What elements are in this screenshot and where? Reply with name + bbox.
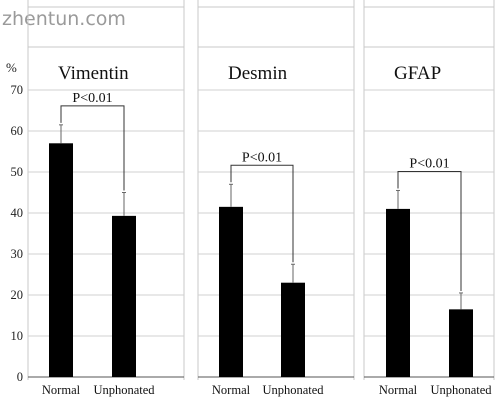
bar-unphonated bbox=[112, 215, 136, 377]
y-tick-label: 30 bbox=[11, 247, 24, 261]
category-label: Unphonated bbox=[430, 383, 492, 397]
panel-title: Desmin bbox=[228, 63, 288, 84]
y-tick-label: 50 bbox=[11, 165, 24, 179]
y-tick-label: 60 bbox=[11, 124, 24, 138]
bar-unphonated bbox=[281, 282, 305, 377]
y-unit-label: % bbox=[6, 60, 17, 75]
significance-label: P<0.01 bbox=[72, 91, 112, 106]
significance-bracket bbox=[60, 105, 125, 191]
bar-unphonated bbox=[449, 309, 473, 377]
panel-desmin: Desmin Normal Unphonated P<0.01 bbox=[197, 0, 355, 397]
category-label: Unphonated bbox=[262, 383, 324, 397]
significance-bracket bbox=[397, 170, 462, 291]
category-label: Unphonated bbox=[93, 383, 155, 397]
panel-title: GFAP bbox=[394, 63, 441, 84]
y-tick-label: 40 bbox=[11, 206, 24, 220]
category-label: Normal bbox=[212, 383, 251, 397]
bar-normal bbox=[219, 206, 243, 377]
watermark: zhentun.com bbox=[2, 8, 126, 30]
panel-vimentin: Vimentin Normal Unphonated P<0.01 bbox=[27, 0, 185, 397]
y-tick-label: 10 bbox=[11, 329, 24, 343]
panel-gfap: GFAP Normal Unphonated P<0.01 bbox=[363, 0, 495, 397]
category-label: Normal bbox=[42, 383, 81, 397]
y-tick-label: 70 bbox=[11, 83, 24, 97]
y-tick-label: 0 bbox=[17, 370, 23, 384]
panel-title: Vimentin bbox=[58, 63, 129, 84]
bar-normal bbox=[49, 143, 73, 377]
y-axis-ticks: 0 10 20 30 40 50 60 70 bbox=[11, 83, 24, 384]
significance-label: P<0.01 bbox=[242, 150, 282, 165]
significance-bracket bbox=[230, 164, 294, 263]
bar-normal bbox=[386, 208, 410, 377]
y-tick-label: 20 bbox=[11, 288, 24, 302]
significance-label: P<0.01 bbox=[409, 156, 449, 171]
chart-panels: Vimentin Normal Unphonated P<0.01 Desmin Norm… bbox=[27, 0, 495, 397]
category-label: Normal bbox=[379, 383, 418, 397]
